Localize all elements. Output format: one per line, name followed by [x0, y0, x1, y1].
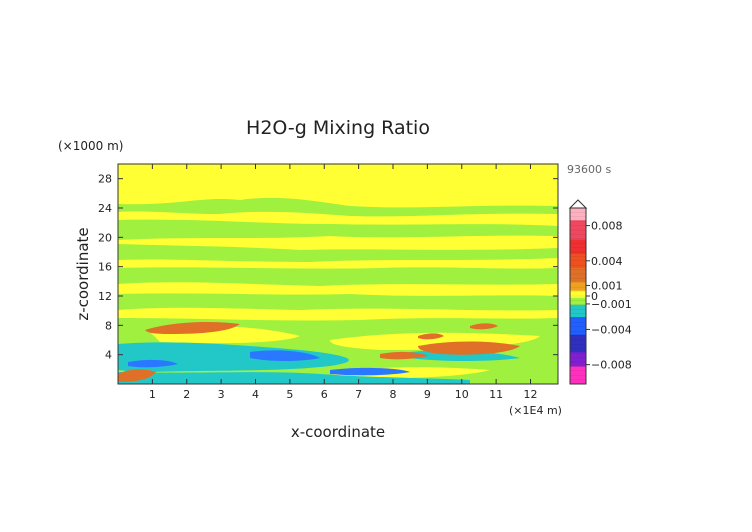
y-tick-label: 24	[98, 202, 112, 215]
patch-cyan	[118, 342, 349, 372]
patch-blue	[128, 359, 178, 368]
colorbar-label: −0.001	[591, 298, 632, 311]
colorbar-label: 0.001	[591, 279, 623, 292]
x-tick-label: 1	[149, 388, 156, 401]
x-axis: 1 2 3 4 5 6 7 8 9 10 11 12	[149, 164, 538, 401]
patch-orange	[418, 333, 444, 340]
colorbar-label: −0.008	[591, 359, 632, 372]
colorbar-band	[570, 281, 586, 292]
patch-orange	[118, 369, 156, 382]
patch-orange	[380, 351, 428, 360]
colorbar-label: −0.004	[591, 323, 632, 336]
x-tick-label: 6	[321, 388, 328, 401]
patch-orange	[145, 322, 240, 334]
x-axis-label: x-coordinate	[291, 423, 385, 441]
x-tick-label: 9	[424, 388, 431, 401]
patch-blue	[330, 367, 410, 376]
x-tick-label: 12	[524, 388, 538, 401]
patch-cyan	[118, 372, 470, 384]
y-axis-label: z-coordinate	[74, 227, 92, 320]
y-unit-label: (×1000 m)	[58, 139, 123, 153]
colorbar-band	[570, 304, 586, 318]
x-tick-label: 7	[355, 388, 362, 401]
colorbar-band	[570, 317, 586, 336]
chart-title: H2O-g Mixing Ratio	[246, 117, 430, 139]
colorbar-band	[570, 208, 586, 221]
band-green	[118, 219, 558, 240]
colorbar-label: 0	[591, 290, 598, 303]
colorbar-band	[570, 352, 586, 367]
x-unit-label: (×1E4 m)	[509, 404, 562, 417]
patch-orange	[470, 323, 498, 330]
colorbar-band	[570, 253, 586, 269]
patch-orange	[418, 341, 520, 355]
y-tick-label: 16	[98, 261, 112, 274]
x-tick-label: 5	[286, 388, 293, 401]
colorbar-band	[570, 366, 586, 385]
y-tick-label: 4	[105, 349, 112, 362]
colorbar-label: 0.004	[591, 255, 623, 268]
band-green	[118, 267, 558, 286]
colorbar-band	[570, 239, 586, 255]
x-tick-label: 4	[252, 388, 259, 401]
colorbar-band	[570, 297, 586, 306]
colorbar-label: 0.008	[591, 220, 623, 233]
x-tick-label: 2	[183, 388, 190, 401]
x-tick-label: 8	[390, 388, 397, 401]
y-tick-label: 20	[98, 231, 112, 244]
time-label: 93600 s	[567, 163, 611, 176]
y-tick-label: 8	[105, 319, 112, 332]
y-tick-label: 28	[98, 173, 112, 186]
colorbar-band	[570, 220, 586, 241]
plot-area	[118, 164, 558, 384]
x-tick-label: 10	[455, 388, 469, 401]
x-tick-label: 3	[218, 388, 225, 401]
patch-blue	[250, 350, 320, 361]
y-tick-label: 12	[98, 290, 112, 303]
band-green	[118, 197, 558, 217]
colorbar-bands	[570, 208, 586, 385]
colorbar-arrow-top	[568, 199, 588, 209]
x-tick-label: 11	[489, 388, 503, 401]
band-green	[118, 293, 558, 311]
colorbar-band	[570, 267, 586, 283]
colorbar-band	[570, 334, 586, 353]
band-green	[118, 244, 558, 262]
colorbar-band	[570, 290, 586, 299]
y-axis: 4 8 12 16 20 24 28	[98, 173, 558, 362]
plot-frame	[117, 163, 559, 385]
